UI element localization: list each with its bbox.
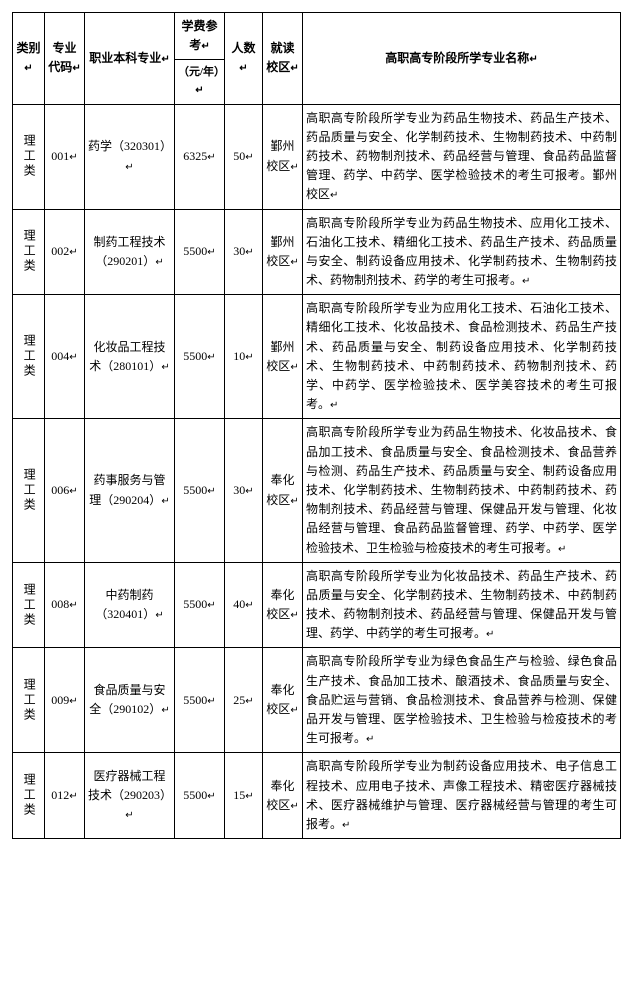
header-desc: 高职高专阶段所学专业名称↵ xyxy=(303,13,621,105)
cell-code: 006↵ xyxy=(45,419,85,562)
cell-desc: 高职高专阶段所学专业为药品生物技术、应用化工技术、石油化工技术、精细化工技术、药… xyxy=(303,209,621,295)
table-row: 理工类008↵中药制药（320401）↵5500↵40↵奉化校区↵高职高专阶段所… xyxy=(13,562,621,648)
cell-desc: 高职高专阶段所学专业为应用化工技术、石油化工技术、精细化工技术、化妆品技术、食品… xyxy=(303,295,621,419)
cell-major: 药学（320301）↵ xyxy=(85,104,175,209)
cell-category: 理工类 xyxy=(13,419,45,562)
cell-major: 药事服务与管理（290204）↵ xyxy=(85,419,175,562)
cell-fee: 5500↵ xyxy=(175,209,225,295)
cell-category: 理工类 xyxy=(13,562,45,648)
cell-fee: 5500↵ xyxy=(175,753,225,839)
cell-category: 理工类 xyxy=(13,753,45,839)
cell-fee: 6325↵ xyxy=(175,104,225,209)
header-fee: 学费参考↵ xyxy=(175,13,225,60)
cell-campus: 奉化校区↵ xyxy=(263,753,303,839)
header-row-1: 类别↵ 专业代码↵ 职业本科专业↵ 学费参考↵ 人数↵ 就读校区↵ 高职高专阶段… xyxy=(13,13,621,60)
cell-campus: 奉化校区↵ xyxy=(263,562,303,648)
cell-major: 制药工程技术（290201）↵ xyxy=(85,209,175,295)
cell-desc: 高职高专阶段所学专业为化妆品技术、药品生产技术、药品质量与安全、化学制药技术、生… xyxy=(303,562,621,648)
table-row: 理工类006↵药事服务与管理（290204）↵5500↵30↵奉化校区↵高职高专… xyxy=(13,419,621,562)
cell-code: 001↵ xyxy=(45,104,85,209)
cell-category: 理工类 xyxy=(13,104,45,209)
cell-campus: 鄞州校区↵ xyxy=(263,104,303,209)
header-count: 人数↵ xyxy=(225,13,263,105)
cell-fee: 5500↵ xyxy=(175,648,225,753)
cell-desc: 高职高专阶段所学专业为绿色食品生产与检验、绿色食品生产技术、食品加工技术、酿酒技… xyxy=(303,648,621,753)
cell-fee: 5500↵ xyxy=(175,295,225,419)
cell-count: 30↵ xyxy=(225,209,263,295)
cell-count: 30↵ xyxy=(225,419,263,562)
cell-code: 009↵ xyxy=(45,648,85,753)
cell-desc: 高职高专阶段所学专业为药品生物技术、药品生产技术、药品质量与安全、化学制药技术、… xyxy=(303,104,621,209)
cell-count: 15↵ xyxy=(225,753,263,839)
cell-code: 004↵ xyxy=(45,295,85,419)
cell-category: 理工类 xyxy=(13,209,45,295)
cell-major: 化妆品工程技术（280101）↵ xyxy=(85,295,175,419)
table-row: 理工类009↵食品质量与安全（290102）↵5500↵25↵奉化校区↵高职高专… xyxy=(13,648,621,753)
table-row: 理工类001↵药学（320301）↵6325↵50↵鄞州校区↵高职高专阶段所学专… xyxy=(13,104,621,209)
cell-campus: 鄞州校区↵ xyxy=(263,209,303,295)
cell-campus: 鄞州校区↵ xyxy=(263,295,303,419)
cell-major: 食品质量与安全（290102）↵ xyxy=(85,648,175,753)
cell-major: 医疗器械工程技术（290203）↵ xyxy=(85,753,175,839)
header-campus: 就读校区↵ xyxy=(263,13,303,105)
cell-desc: 高职高专阶段所学专业为药品生物技术、化妆品技术、食品加工技术、食品质量与安全、食… xyxy=(303,419,621,562)
cell-count: 50↵ xyxy=(225,104,263,209)
cell-category: 理工类 xyxy=(13,295,45,419)
cell-category: 理工类 xyxy=(13,648,45,753)
table-row: 理工类012↵医疗器械工程技术（290203）↵5500↵15↵奉化校区↵高职高… xyxy=(13,753,621,839)
table-row: 理工类002↵制药工程技术（290201）↵5500↵30↵鄞州校区↵高职高专阶… xyxy=(13,209,621,295)
cell-code: 002↵ xyxy=(45,209,85,295)
cell-campus: 奉化校区↵ xyxy=(263,648,303,753)
header-major: 职业本科专业↵ xyxy=(85,13,175,105)
cell-fee: 5500↵ xyxy=(175,562,225,648)
header-code: 专业代码↵ xyxy=(45,13,85,105)
cell-code: 008↵ xyxy=(45,562,85,648)
table-row: 理工类004↵化妆品工程技术（280101）↵5500↵10↵鄞州校区↵高职高专… xyxy=(13,295,621,419)
admission-table: 类别↵ 专业代码↵ 职业本科专业↵ 学费参考↵ 人数↵ 就读校区↵ 高职高专阶段… xyxy=(12,12,621,839)
cell-count: 25↵ xyxy=(225,648,263,753)
cell-fee: 5500↵ xyxy=(175,419,225,562)
header-category: 类别↵ xyxy=(13,13,45,105)
cell-major: 中药制药（320401）↵ xyxy=(85,562,175,648)
cell-code: 012↵ xyxy=(45,753,85,839)
header-fee-unit: （元/年）↵ xyxy=(175,60,225,104)
cell-campus: 奉化校区↵ xyxy=(263,419,303,562)
cell-count: 40↵ xyxy=(225,562,263,648)
cell-count: 10↵ xyxy=(225,295,263,419)
cell-desc: 高职高专阶段所学专业为制药设备应用技术、电子信息工程技术、应用电子技术、声像工程… xyxy=(303,753,621,839)
